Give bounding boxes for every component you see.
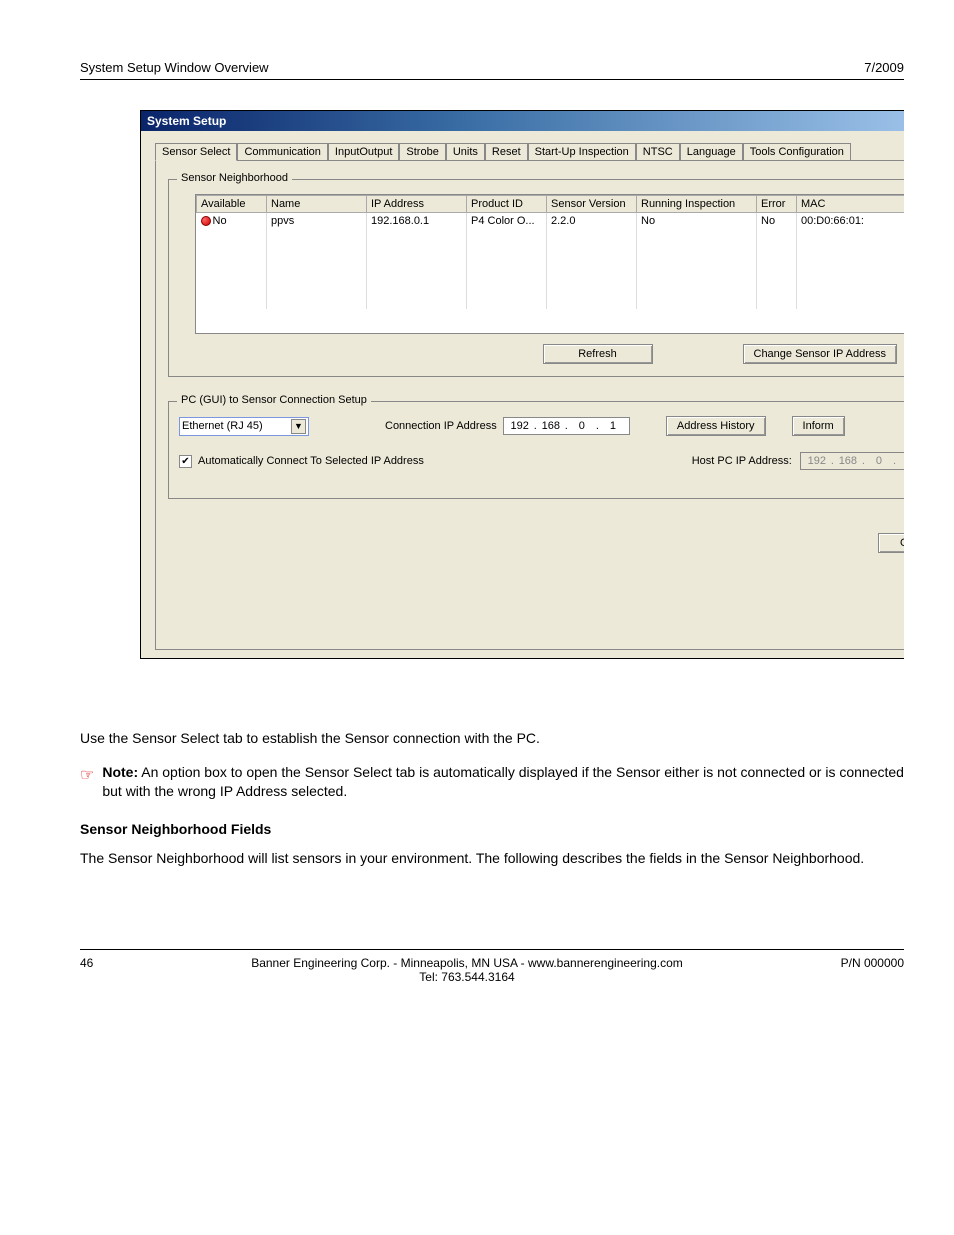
col-version[interactable]: Sensor Version	[547, 196, 637, 213]
sensor-grid[interactable]: Available Name IP Address Product ID Sen…	[195, 194, 904, 334]
col-mac[interactable]: MAC	[797, 196, 905, 213]
connection-ip-label: Connection IP Address	[385, 420, 497, 432]
group-title-2: PC (GUI) to Sensor Connection Setup	[177, 394, 371, 406]
tab-communication[interactable]: Communication	[237, 143, 327, 161]
paragraph-1: Use the Sensor Select tab to establish t…	[80, 729, 904, 749]
auto-connect-checkbox[interactable]: ✔	[179, 455, 192, 468]
tab-ntsc[interactable]: NTSC	[636, 143, 680, 161]
refresh-button[interactable]: Refresh	[543, 344, 653, 364]
auto-connect-label: Automatically Connect To Selected IP Add…	[198, 455, 424, 467]
tab-startup-inspection[interactable]: Start-Up Inspection	[528, 143, 636, 161]
grid-row[interactable]: No ppvs 192.168.0.1 P4 Color O... 2.2.0 …	[197, 213, 905, 230]
tab-strobe[interactable]: Strobe	[399, 143, 445, 161]
system-setup-window: System Setup Sensor Select Communication…	[140, 110, 904, 659]
host-ip-display: 192. 168. 0.	[800, 452, 904, 470]
col-ip[interactable]: IP Address	[367, 196, 467, 213]
footer-line1: Banner Engineering Corp. - Minneapolis, …	[93, 956, 840, 970]
tab-inputoutput[interactable]: InputOutput	[328, 143, 400, 161]
host-ip-label: Host PC IP Address:	[692, 455, 792, 467]
cell-name: ppvs	[267, 213, 367, 230]
inform-button[interactable]: Inform	[792, 416, 845, 436]
ok-button[interactable]: OK	[878, 533, 904, 553]
group-title: Sensor Neighborhood	[177, 172, 292, 184]
section-heading: Sensor Neighborhood Fields	[80, 820, 904, 840]
header-right: 7/2009	[864, 60, 904, 75]
note-content: An option box to open the Sensor Select …	[102, 764, 904, 800]
connection-type-dropdown[interactable]: Ethernet (RJ 45) ▼	[179, 417, 309, 436]
cell-product: P4 Color O...	[467, 213, 547, 230]
sensor-neighborhood-group: Sensor Neighborhood Available Name IP Ad…	[168, 179, 904, 377]
change-ip-button[interactable]: Change Sensor IP Address	[743, 344, 898, 364]
paragraph-2: The Sensor Neighborhood will list sensor…	[80, 849, 904, 869]
tab-row: Sensor Select Communication InputOutput …	[155, 143, 904, 161]
col-running[interactable]: Running Inspection	[637, 196, 757, 213]
document-body: Use the Sensor Select tab to establish t…	[80, 729, 904, 869]
cell-version: 2.2.0	[547, 213, 637, 230]
col-available[interactable]: Available	[197, 196, 267, 213]
tab-language[interactable]: Language	[680, 143, 743, 161]
chevron-down-icon: ▼	[291, 419, 306, 434]
cell-available: No	[213, 215, 227, 227]
note-pointer-icon: ☞	[80, 765, 94, 787]
tab-tools-configuration[interactable]: Tools Configuration	[743, 143, 851, 161]
cell-running: No	[637, 213, 757, 230]
part-number: P/N 000000	[841, 956, 904, 970]
col-error[interactable]: Error	[757, 196, 797, 213]
status-red-icon	[201, 216, 211, 226]
col-product[interactable]: Product ID	[467, 196, 547, 213]
page-footer: 46 Banner Engineering Corp. - Minneapoli…	[80, 949, 904, 984]
connection-ip-input[interactable]: 192. 168. 0. 1	[503, 417, 630, 435]
page-number: 46	[80, 956, 93, 970]
cell-ip: 192.168.0.1	[367, 213, 467, 230]
header-left: System Setup Window Overview	[80, 60, 269, 75]
note-text: Note: An option box to open the Sensor S…	[102, 763, 904, 802]
col-name[interactable]: Name	[267, 196, 367, 213]
connection-setup-group: PC (GUI) to Sensor Connection Setup Ethe…	[168, 401, 904, 499]
cell-mac: 00:D0:66:01:	[797, 213, 905, 230]
page-header: System Setup Window Overview 7/2009	[80, 60, 904, 80]
footer-line2: Tel: 763.544.3164	[93, 970, 840, 984]
grid-header-row: Available Name IP Address Product ID Sen…	[197, 196, 905, 213]
tab-sensor-select[interactable]: Sensor Select	[155, 143, 237, 161]
cell-error: No	[757, 213, 797, 230]
note-label: Note:	[102, 764, 138, 780]
tab-panel: Sensor Neighborhood Available Name IP Ad…	[155, 160, 904, 650]
address-history-button[interactable]: Address History	[666, 416, 766, 436]
dropdown-value: Ethernet (RJ 45)	[182, 420, 263, 432]
window-title: System Setup	[141, 111, 904, 131]
tab-units[interactable]: Units	[446, 143, 485, 161]
tab-reset[interactable]: Reset	[485, 143, 528, 161]
